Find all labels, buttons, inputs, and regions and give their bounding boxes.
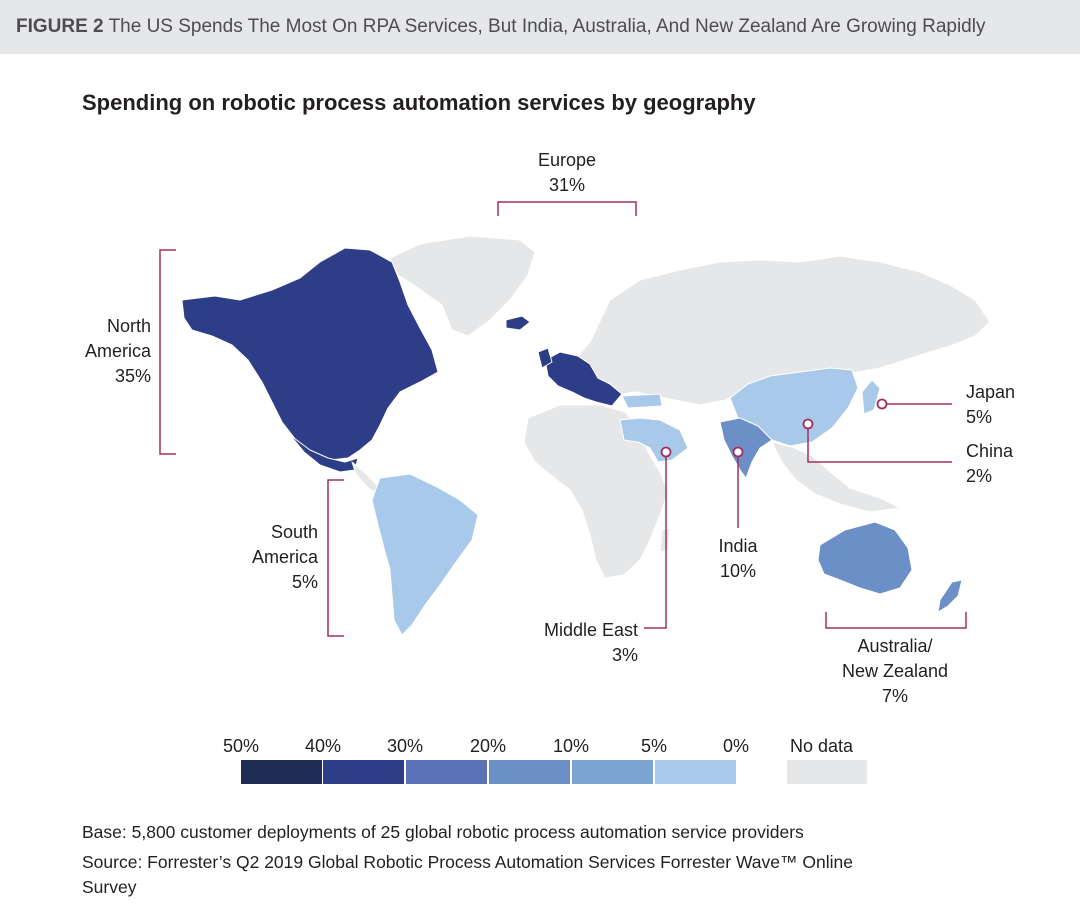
figure-header: FIGURE 2 The US Spends The Most On RPA S… <box>0 0 1080 54</box>
north-america-name-1: North <box>106 316 151 336</box>
japan-name: Japan <box>966 382 1016 402</box>
legend-tick-50: 50% <box>222 736 260 756</box>
legend-tick-0: 0% <box>722 736 750 756</box>
anz-value: 7% <box>881 686 908 706</box>
footnote-source-line-2: Survey <box>82 877 137 897</box>
figure-caption: FIGURE 2 The US Spends The Most On RPA S… <box>16 16 985 38</box>
map-africa <box>523 404 669 579</box>
north-america-value: 35% <box>114 366 151 386</box>
label-china: China 2% <box>966 439 1066 489</box>
map-turkey <box>621 393 663 409</box>
middle-east-leader <box>644 452 667 629</box>
figure-number: FIGURE 2 <box>16 16 104 37</box>
legend-swatch-10-5 <box>572 760 653 784</box>
legend-tick-30: 30% <box>386 736 424 756</box>
map-madagascar <box>659 527 671 553</box>
middle-east-marker <box>660 446 672 458</box>
india-value: 10% <box>719 561 757 581</box>
europe-value: 31% <box>548 175 586 195</box>
map-greenland <box>389 235 536 337</box>
label-north-america: North America 35% <box>50 314 151 389</box>
india-name: India <box>718 536 758 556</box>
footnote-source-line-1: Source: Forrester’s Q2 2019 Global Robot… <box>82 852 853 872</box>
label-anz: Australia/ New Zealand 7% <box>820 634 970 709</box>
north-america-bracket <box>159 249 176 455</box>
legend-tick-20: 20% <box>469 736 507 756</box>
map-mexico <box>289 434 359 473</box>
figure-title: The US Spends The Most On RPA Services, … <box>108 16 986 37</box>
south-america-value: 5% <box>291 572 318 592</box>
anz-bracket <box>825 612 967 629</box>
map-india <box>719 417 773 479</box>
label-south-america: South America 5% <box>218 520 318 595</box>
label-japan: Japan 5% <box>966 380 1066 430</box>
anz-name-2: New Zealand <box>841 661 949 681</box>
legend-swatch-40-30 <box>323 760 404 784</box>
map-eurasia-nodata <box>577 255 991 406</box>
map-north-america <box>181 247 439 461</box>
japan-marker <box>876 398 888 410</box>
europe-name: Europe <box>537 150 597 170</box>
south-america-name-1: South <box>270 522 318 542</box>
map-new-zealand <box>937 579 963 613</box>
japan-value: 5% <box>966 407 993 427</box>
map-japan <box>861 379 881 415</box>
north-america-name-2: America <box>84 341 151 361</box>
south-america-name-2: America <box>251 547 318 567</box>
legend-tick-10: 10% <box>552 736 590 756</box>
legend-swatch-5-0 <box>655 760 736 784</box>
anz-name-1: Australia/ <box>857 636 933 656</box>
legend-swatch-no-data <box>787 760 867 784</box>
legend-tick-40: 40% <box>304 736 342 756</box>
legend-tick-5: 5% <box>640 736 668 756</box>
footnote-source: Source: Forrester’s Q2 2019 Global Robot… <box>82 850 853 900</box>
legend-swatch-30-20 <box>406 760 487 784</box>
legend-swatch-20-10 <box>489 760 570 784</box>
label-india: India 10% <box>698 534 778 584</box>
china-leader <box>807 424 952 463</box>
map-se-asia <box>771 441 901 513</box>
south-america-bracket <box>327 479 344 637</box>
middle-east-value: 3% <box>611 645 638 665</box>
china-marker <box>802 418 814 430</box>
label-europe: Europe 31% <box>517 148 617 198</box>
map-south-america <box>371 473 479 636</box>
middle-east-name: Middle East <box>543 620 638 640</box>
china-name: China <box>966 441 1014 461</box>
legend-no-data-label: No data <box>790 736 854 756</box>
map-title: Spending on robotic process automation s… <box>82 90 756 115</box>
europe-bracket <box>497 201 637 216</box>
map-australia <box>817 521 913 595</box>
label-middle-east: Middle East 3% <box>508 618 638 668</box>
map-iceland <box>505 315 531 331</box>
map-uk <box>537 347 553 369</box>
india-marker <box>732 446 744 458</box>
china-value: 2% <box>966 466 993 486</box>
legend-swatch-50-40 <box>241 760 322 784</box>
footnote-base: Base: 5,800 customer deployments of 25 g… <box>82 822 804 842</box>
